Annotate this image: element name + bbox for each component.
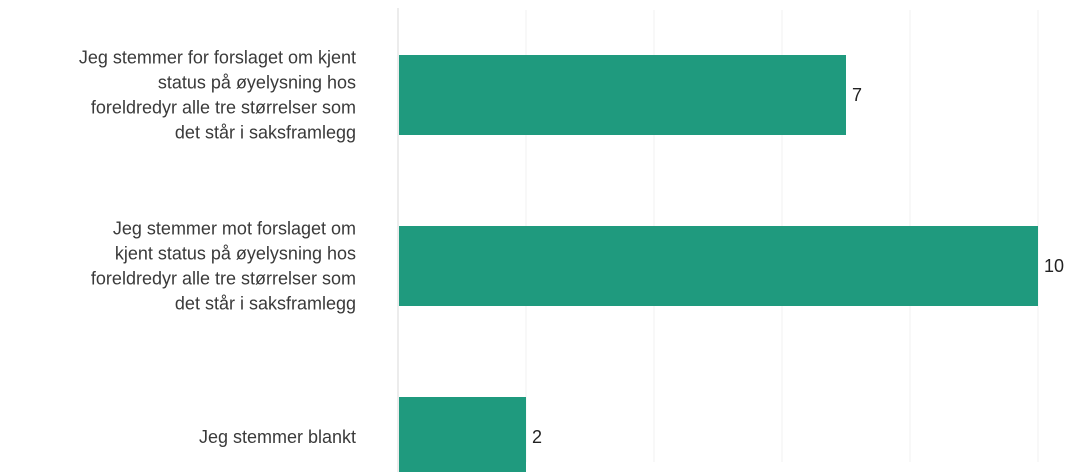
category-label: Jeg stemmer for forslaget om kjent status…	[79, 48, 356, 143]
data-label: 7	[852, 85, 862, 105]
category-label-line: Jeg stemmer for forslaget om kjent	[79, 48, 356, 68]
bar	[399, 397, 526, 472]
category-label-line: det står i saksframlegg	[175, 123, 356, 143]
category-label-line: det står i saksframlegg	[175, 294, 356, 314]
data-label: 10	[1044, 256, 1064, 276]
bars	[399, 55, 1038, 472]
bar	[399, 55, 846, 135]
category-label-line: status på øyelysning hos	[158, 73, 356, 93]
category-label-line: Jeg stemmer blankt	[199, 427, 356, 447]
category-label-line: kjent status på øyelysning hos	[115, 244, 356, 264]
category-label: Jeg stemmer mot forslaget om kjent status…	[91, 219, 356, 314]
category-label-line: foreldredyr alle tre størrelser som	[91, 98, 356, 118]
category-label-line: Jeg stemmer mot forslaget om	[113, 219, 356, 239]
category-label: Jeg stemmer blankt	[199, 427, 356, 447]
category-labels: Jeg stemmer for forslaget om kjent status…	[79, 48, 356, 448]
data-label: 2	[532, 427, 542, 447]
bar	[399, 226, 1038, 306]
data-labels: 7 10 2	[532, 85, 1064, 447]
category-label-line: foreldredyr alle tre størrelser som	[91, 269, 356, 289]
